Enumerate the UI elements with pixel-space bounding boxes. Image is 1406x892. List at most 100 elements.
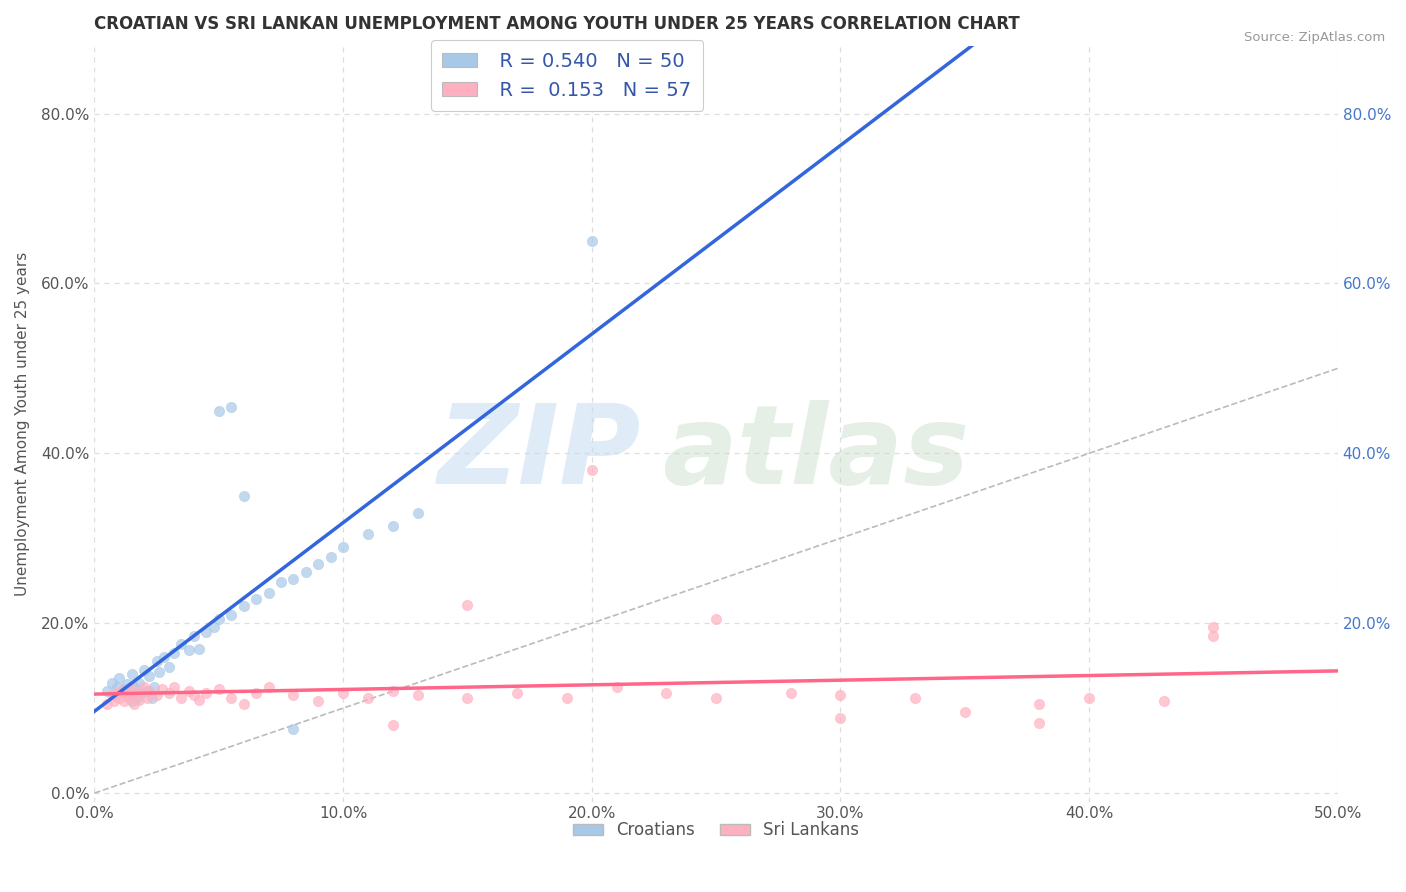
Point — [406, 689, 429, 703]
Point — [121, 667, 143, 681]
Point — [381, 684, 404, 698]
Point — [245, 592, 267, 607]
Point — [779, 686, 801, 700]
Point — [332, 686, 354, 700]
Point — [245, 686, 267, 700]
Point — [1028, 716, 1050, 731]
Point — [103, 689, 125, 703]
Point — [1153, 694, 1175, 708]
Point — [183, 629, 205, 643]
Point — [118, 690, 141, 705]
Point — [1202, 620, 1225, 634]
Point — [581, 463, 603, 477]
Point — [232, 599, 254, 614]
Point — [108, 686, 131, 700]
Point — [145, 689, 167, 703]
Point — [232, 697, 254, 711]
Point — [134, 663, 156, 677]
Point — [122, 680, 145, 694]
Point — [148, 665, 170, 680]
Point — [108, 690, 131, 705]
Point — [232, 489, 254, 503]
Point — [704, 690, 727, 705]
Point — [121, 682, 143, 697]
Point — [606, 680, 628, 694]
Point — [581, 234, 603, 248]
Point — [704, 612, 727, 626]
Point — [187, 641, 209, 656]
Point — [138, 669, 160, 683]
Point — [283, 723, 305, 737]
Point — [195, 624, 218, 639]
Point — [150, 682, 173, 697]
Point — [128, 675, 150, 690]
Point — [177, 684, 200, 698]
Point — [208, 404, 231, 418]
Point — [555, 690, 578, 705]
Point — [202, 620, 225, 634]
Point — [381, 718, 404, 732]
Point — [195, 686, 218, 700]
Point — [295, 566, 318, 580]
Point — [187, 692, 209, 706]
Point — [105, 686, 128, 700]
Point — [219, 690, 242, 705]
Point — [112, 682, 135, 697]
Point — [115, 677, 138, 691]
Point — [456, 598, 478, 612]
Point — [108, 672, 131, 686]
Point — [208, 682, 231, 697]
Point — [283, 689, 305, 703]
Point — [135, 690, 157, 705]
Point — [183, 689, 205, 703]
Point — [357, 527, 380, 541]
Point — [208, 612, 231, 626]
Point — [125, 686, 148, 700]
Point — [103, 694, 125, 708]
Point — [138, 684, 160, 698]
Point — [101, 675, 124, 690]
Point — [157, 660, 180, 674]
Text: CROATIAN VS SRI LANKAN UNEMPLOYMENT AMONG YOUTH UNDER 25 YEARS CORRELATION CHART: CROATIAN VS SRI LANKAN UNEMPLOYMENT AMON… — [94, 15, 1021, 33]
Point — [307, 694, 329, 708]
Legend: Croatians, Sri Lankans: Croatians, Sri Lankans — [567, 814, 866, 847]
Point — [170, 637, 193, 651]
Point — [406, 506, 429, 520]
Text: ZIP: ZIP — [437, 401, 641, 508]
Point — [307, 557, 329, 571]
Point — [101, 689, 124, 703]
Point — [96, 697, 118, 711]
Point — [112, 694, 135, 708]
Point — [219, 400, 242, 414]
Point — [319, 549, 342, 564]
Point — [170, 690, 193, 705]
Point — [118, 689, 141, 703]
Point — [145, 655, 167, 669]
Point — [655, 686, 678, 700]
Point — [121, 694, 143, 708]
Point — [157, 686, 180, 700]
Point — [219, 607, 242, 622]
Point — [141, 690, 163, 705]
Point — [456, 690, 478, 705]
Point — [381, 518, 404, 533]
Text: Source: ZipAtlas.com: Source: ZipAtlas.com — [1244, 31, 1385, 45]
Point — [904, 690, 927, 705]
Point — [131, 686, 153, 700]
Point — [1078, 690, 1101, 705]
Point — [135, 684, 157, 698]
Point — [506, 686, 529, 700]
Point — [283, 572, 305, 586]
Point — [270, 575, 292, 590]
Point — [143, 680, 166, 694]
Point — [153, 650, 176, 665]
Point — [1028, 697, 1050, 711]
Point — [128, 692, 150, 706]
Point — [257, 680, 280, 694]
Point — [134, 680, 156, 694]
Point — [115, 689, 138, 703]
Point — [357, 690, 380, 705]
Point — [163, 646, 186, 660]
Point — [111, 684, 134, 698]
Point — [830, 689, 852, 703]
